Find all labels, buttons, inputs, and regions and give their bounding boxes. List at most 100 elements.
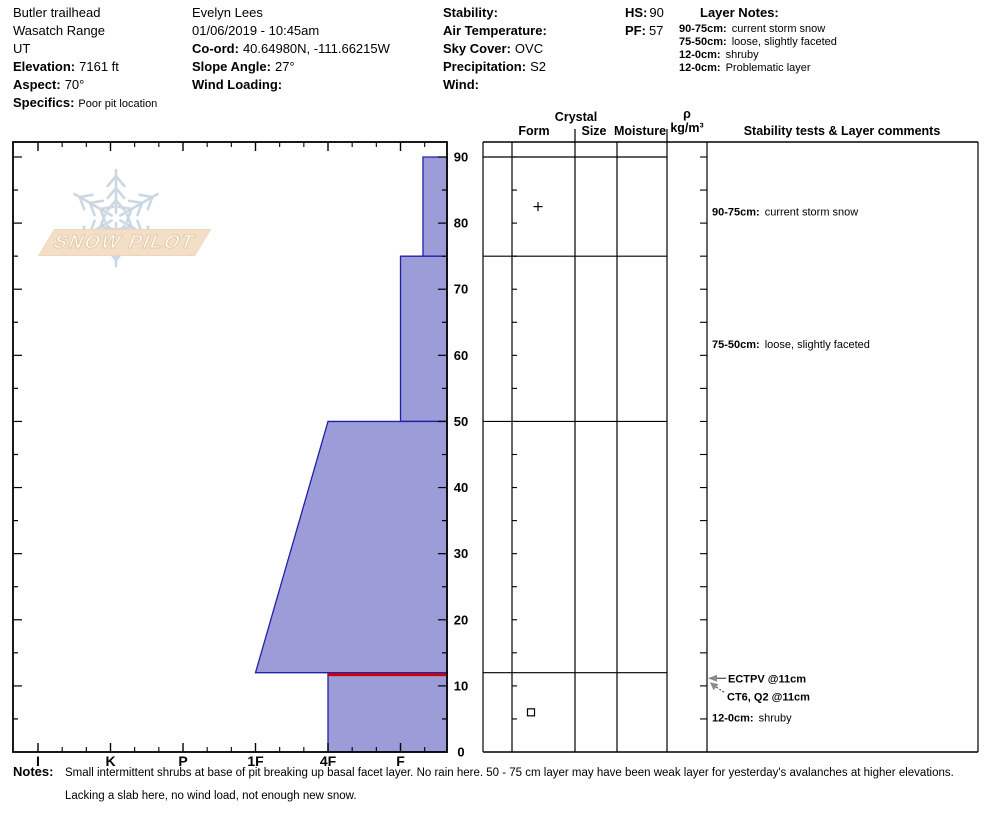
coord-label: Co-ord: bbox=[192, 41, 239, 56]
wind-loading-label: Wind Loading: bbox=[192, 77, 283, 92]
layer-note-item: 75-50cm: loose, slightly faceted bbox=[679, 36, 837, 48]
ectpv-arrow-head bbox=[708, 674, 717, 682]
hs-value: 90 bbox=[649, 5, 664, 20]
hardness-axis-label: F bbox=[396, 753, 405, 769]
notes-section: Notes: Small intermittent shrubs at base… bbox=[13, 762, 975, 808]
snowflake-branch bbox=[106, 186, 118, 200]
slope-angle-value: 27° bbox=[274, 59, 295, 74]
elevation-label: Elevation: bbox=[13, 59, 76, 74]
slope-angle-label: Slope Angle: bbox=[192, 59, 271, 74]
size-header: Size bbox=[581, 124, 607, 138]
depth-axis-label: 90 bbox=[454, 150, 468, 165]
hardness-axis-label: K bbox=[105, 753, 115, 769]
snowflake-branch bbox=[99, 225, 115, 231]
sky-cover-label: Sky Cover: bbox=[443, 41, 511, 56]
depth-axis-label: 80 bbox=[454, 216, 468, 231]
specifics-row: Specifics: Poor pit location bbox=[13, 94, 157, 113]
snow-layer-bar bbox=[254, 420, 448, 674]
observer-name: Evelyn Lees bbox=[192, 5, 263, 20]
crystal-header: Crystal bbox=[554, 110, 598, 124]
specifics-label: Specifics: bbox=[13, 95, 75, 110]
layer-comment: 75-50cm: loose, slightly faceted bbox=[712, 339, 870, 351]
layer-notes-list: 90-75cm: current storm snow 75-50cm: loose,… bbox=[679, 23, 837, 75]
density-units-header: kg/m³ bbox=[670, 121, 704, 135]
snowflake-branch bbox=[78, 193, 94, 199]
stability-label: Stability: bbox=[443, 5, 498, 20]
notes-text: Small intermittent shrubs at base of pit… bbox=[65, 767, 954, 802]
air-temp-row: Air Temperature: bbox=[443, 22, 551, 40]
snowflake-branch bbox=[114, 174, 126, 188]
slope-angle-row: Slope Angle: 27° bbox=[192, 58, 390, 76]
precip-row: Precipitation: S2 bbox=[443, 58, 551, 76]
totals-block: HS: 90 PF: 57 bbox=[625, 4, 664, 40]
hardness-axis-label: 1F bbox=[247, 753, 264, 769]
layer-comment: 90-75cm: current storm snow bbox=[712, 207, 858, 219]
hardness-axis-label: I bbox=[36, 753, 40, 769]
density-rho-header: ρ bbox=[683, 107, 691, 121]
sky-cover-value: OVC bbox=[514, 41, 544, 56]
hardness-axis-label: 4F bbox=[320, 753, 337, 769]
pf-label: PF: bbox=[625, 23, 646, 38]
snowflake-branch bbox=[146, 195, 154, 211]
snowflake-branch bbox=[88, 199, 105, 205]
ectpv-test-label: ECTPV @11cm bbox=[728, 673, 806, 685]
wind-row: Wind: bbox=[443, 76, 551, 94]
coord-row: Co-ord: 40.64980N, -111.66215W bbox=[192, 40, 390, 58]
location-block: Butler trailhead Wasatch Range UT Elevat… bbox=[13, 4, 157, 113]
hardness-axis-label: P bbox=[178, 753, 187, 769]
snowflake-branch bbox=[106, 174, 118, 188]
snowflake-branch bbox=[114, 186, 126, 200]
conditions-block: Stability: Air Temperature: Sky Cover: OV… bbox=[443, 4, 551, 94]
mountain-range: Wasatch Range bbox=[13, 23, 106, 38]
specifics-value: Poor pit location bbox=[78, 98, 158, 110]
depth-axis-label: 10 bbox=[454, 678, 468, 693]
depth-axis-label: 70 bbox=[454, 282, 468, 297]
moisture-header: Moisture bbox=[613, 124, 667, 138]
wind-label: Wind: bbox=[443, 77, 479, 92]
snowflake-branch bbox=[99, 207, 107, 223]
depth-axis-label: 40 bbox=[454, 480, 468, 495]
layer-notes-title: Layer Notes: bbox=[700, 5, 779, 20]
precip-label: Precipitation: bbox=[443, 59, 527, 74]
notes-label: Notes: bbox=[13, 764, 54, 779]
observer-block: Evelyn Lees 01/06/2019 - 10:45am Co-ord:… bbox=[192, 4, 390, 94]
snowflake-branch bbox=[127, 199, 144, 205]
aspect-label: Aspect: bbox=[13, 77, 61, 92]
depth-axis-label: 0 bbox=[457, 745, 464, 760]
pf-row: PF: 57 bbox=[625, 22, 664, 40]
square-crystal-icon bbox=[526, 708, 536, 717]
snow-layer-bar bbox=[327, 672, 448, 753]
pf-value: 57 bbox=[648, 23, 664, 38]
aspect-row: Aspect: 70° bbox=[13, 76, 157, 94]
layer-comment: 12-0cm: shruby bbox=[712, 712, 792, 724]
aspect-value: 70° bbox=[64, 77, 85, 92]
state: UT bbox=[13, 41, 31, 56]
depth-axis-label: 60 bbox=[454, 348, 468, 363]
snow-layer-bar bbox=[422, 156, 448, 257]
snowflake-branch bbox=[117, 205, 133, 211]
snowflake-branch bbox=[136, 201, 144, 217]
ct-test-label: CT6, Q2 @11cm bbox=[727, 691, 810, 703]
snow-layer-bar bbox=[399, 255, 448, 423]
depth-axis-label: 50 bbox=[454, 414, 468, 429]
plot-border bbox=[12, 141, 448, 753]
layer-note-item: 12-0cm: shruby bbox=[679, 49, 759, 61]
air-temp-label: Air Temperature: bbox=[443, 23, 547, 38]
hs-row: HS: 90 bbox=[625, 4, 664, 22]
snowflake-branch bbox=[125, 213, 133, 229]
depth-axis-label: 20 bbox=[454, 612, 468, 627]
snowpilot-watermark: SNOW PILOT bbox=[32, 160, 232, 310]
layer-note-item: 90-75cm: current storm snow bbox=[679, 23, 826, 35]
snowflake-branch bbox=[138, 193, 154, 199]
site-name: Butler trailhead bbox=[13, 5, 101, 20]
depth-axis-label: 30 bbox=[454, 546, 468, 561]
snowflake-branch bbox=[88, 201, 96, 217]
elevation-value: 7161 ft bbox=[79, 59, 119, 74]
hs-label: HS: bbox=[625, 5, 648, 20]
coord-value: 40.64980N, -111.66215W bbox=[242, 41, 390, 56]
elevation-row: Elevation: 7161 ft bbox=[13, 58, 157, 76]
snowflake-branch bbox=[78, 195, 86, 211]
form-header: Form bbox=[518, 124, 550, 138]
layer-note-item: 12-0cm: Problematic layer bbox=[679, 62, 811, 74]
